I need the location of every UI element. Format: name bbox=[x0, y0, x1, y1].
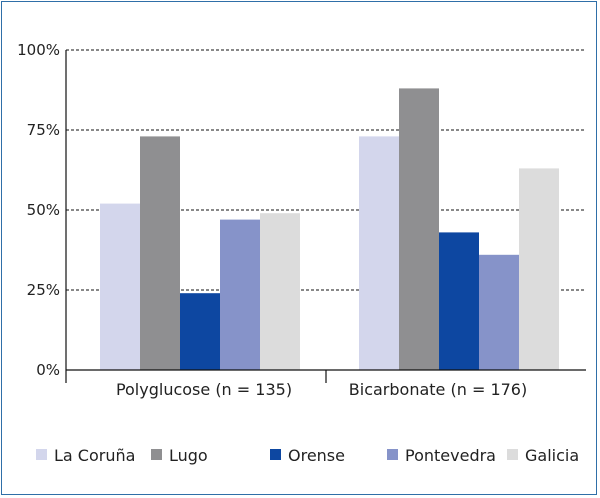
y-tick-label: 50% bbox=[27, 201, 60, 219]
bar-orense-2 bbox=[439, 232, 479, 370]
legend-swatch bbox=[387, 449, 398, 460]
legend-swatch bbox=[151, 449, 162, 460]
bar-galicia-1 bbox=[260, 213, 300, 370]
legend-label: Orense bbox=[288, 446, 345, 465]
axes bbox=[65, 50, 586, 383]
x-category-label: Polyglucose (n = 135) bbox=[116, 380, 292, 399]
x-category-label: Bicarbonate (n = 176) bbox=[349, 380, 527, 399]
bar-orense-1 bbox=[180, 293, 220, 370]
y-tick-labels: 0% 25% 50% 75% 100% bbox=[17, 41, 60, 379]
bars bbox=[100, 88, 559, 371]
bar-pontevedra-1 bbox=[220, 219, 260, 370]
bar-la-coru-a-1 bbox=[100, 203, 140, 370]
y-tick-label: 25% bbox=[27, 281, 60, 299]
legend-label: La Coruña bbox=[54, 446, 135, 465]
legend-swatch bbox=[36, 449, 47, 460]
category-labels: Polyglucose (n = 135) Bicarbonate (n = 17… bbox=[116, 380, 527, 399]
legend-label: Pontevedra bbox=[405, 446, 496, 465]
y-tick-label: 100% bbox=[17, 41, 60, 59]
legend: La Coruña Lugo Orense Pontevedra Galicia bbox=[36, 446, 579, 465]
bar-lugo-2 bbox=[399, 88, 439, 371]
legend-swatch bbox=[507, 449, 518, 460]
bar-galicia-2 bbox=[519, 168, 559, 370]
y-tick-label: 0% bbox=[36, 361, 60, 379]
legend-swatch bbox=[270, 449, 281, 460]
bar-la-coru-a-2 bbox=[359, 136, 399, 370]
bar-pontevedra-2 bbox=[479, 254, 519, 370]
legend-label: Lugo bbox=[169, 446, 208, 465]
y-tick-label: 75% bbox=[27, 121, 60, 139]
bar-lugo-1 bbox=[140, 136, 180, 370]
legend-label: Galicia bbox=[525, 446, 579, 465]
